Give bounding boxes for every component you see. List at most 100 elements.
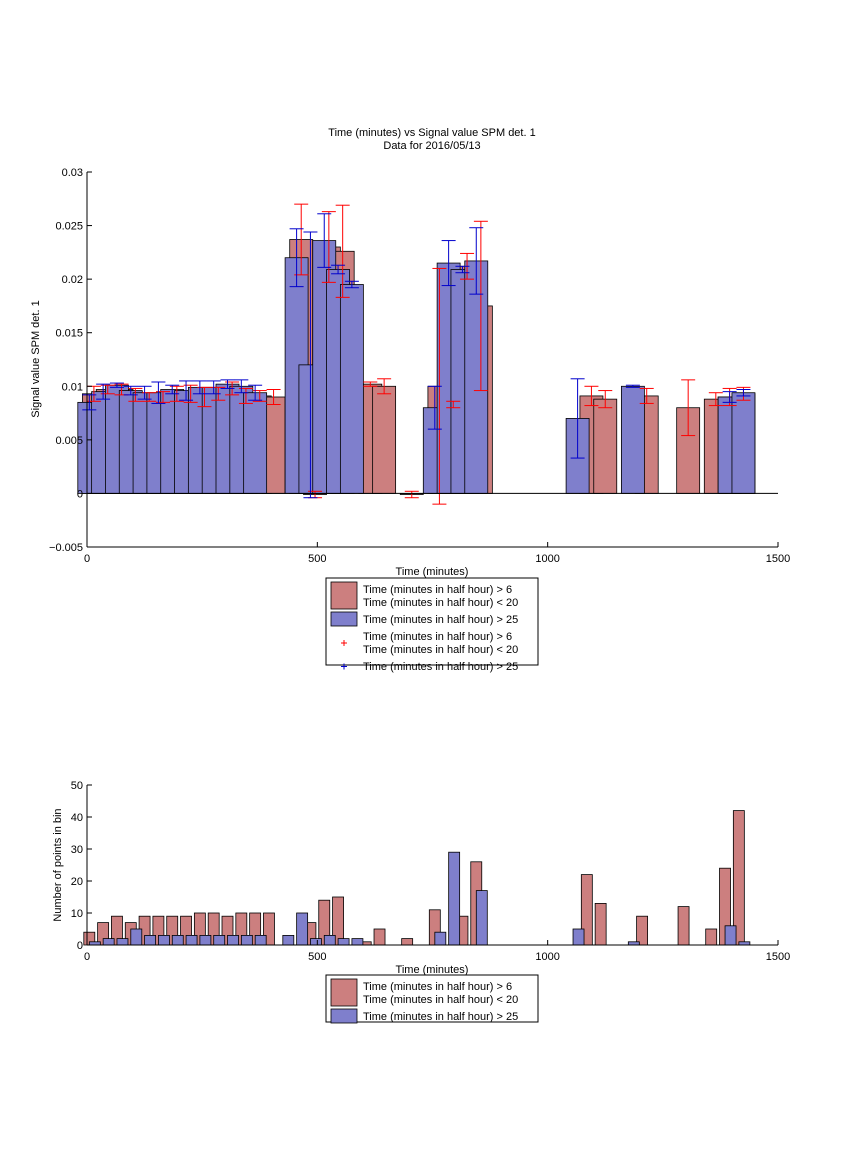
y-tick-label: 0.03 xyxy=(62,167,83,179)
bar-blue xyxy=(310,938,322,946)
bar-red xyxy=(594,903,607,946)
bar-blue xyxy=(448,851,461,946)
error-bar-blue xyxy=(303,231,318,499)
y-tick-label: 10 xyxy=(71,908,83,920)
error-bar-blue xyxy=(234,379,249,394)
bar-blue xyxy=(620,385,645,494)
legend-label: Time (minutes in half hour) < 20 xyxy=(363,597,518,609)
signal-axes: 0 500 1000 1500−0.00500.0050.010.0150.020.0… xyxy=(49,167,790,565)
bar-blue xyxy=(572,928,585,946)
error-bar-red xyxy=(266,389,281,405)
x-tick-label: 1000 xyxy=(535,553,559,565)
bar-blue xyxy=(296,912,309,946)
error-bar-blue xyxy=(165,384,180,395)
count-axes: 0 500 1000 1500 0 10 20 30 40 50 xyxy=(71,780,790,963)
error-bar-red xyxy=(708,392,723,407)
error-bar-blue xyxy=(625,384,640,388)
error-bar-blue xyxy=(344,280,359,289)
bar-blue xyxy=(475,890,488,946)
x-tick-label: 1000 xyxy=(535,951,559,963)
chart-title: Time (minutes) vs Signal value SPM det. … xyxy=(328,127,535,139)
bar-red xyxy=(636,915,649,946)
error-bar-blue xyxy=(570,378,585,459)
y-tick-label: 0 xyxy=(77,488,83,500)
legend-label: Time (minutes in half hour) > 6 xyxy=(363,584,512,596)
error-bar-red xyxy=(404,490,419,499)
x-axis-label: Time (minutes) xyxy=(396,964,469,976)
y-tick-label: 0.01 xyxy=(62,381,83,393)
bar-blue xyxy=(130,928,143,946)
bar-blue xyxy=(323,935,336,946)
error-bar-red xyxy=(335,204,350,298)
legend-label: Time (minutes in half hour) > 25 xyxy=(363,1011,518,1023)
error-bar-red xyxy=(681,379,696,437)
bar-blue xyxy=(102,938,115,946)
error-bar-red xyxy=(321,211,336,283)
bar-blue xyxy=(351,938,364,946)
x-tick-label: 0 xyxy=(84,553,90,565)
signal-error-bars xyxy=(82,203,751,505)
error-bar-blue xyxy=(427,385,442,430)
bar-blue xyxy=(254,935,267,946)
y-tick-label: 0.025 xyxy=(55,221,83,233)
error-bar-red xyxy=(446,400,461,409)
error-bar-blue xyxy=(220,379,235,389)
error-bar-red xyxy=(639,387,654,404)
error-bar-blue xyxy=(123,385,138,396)
legend-label: Time (minutes in half hour) > 25 xyxy=(363,614,518,626)
bar-blue xyxy=(434,931,447,946)
error-bar-red xyxy=(584,385,599,407)
bar-red xyxy=(732,810,745,946)
y-tick-label: −0.005 xyxy=(49,542,83,554)
bar-red xyxy=(705,928,718,946)
signal-chart: Time (minutes) vs Signal value SPM det. … xyxy=(30,127,790,673)
bar-red xyxy=(593,398,618,494)
y-tick-label: 20 xyxy=(71,876,83,888)
legend-marker-red xyxy=(341,640,347,646)
y-axis-label: Number of points in bin xyxy=(52,808,64,921)
bar-blue xyxy=(144,935,157,946)
bar-blue xyxy=(185,935,198,946)
bar-red xyxy=(372,385,397,494)
error-bar-blue xyxy=(137,385,152,400)
x-tick-label: 500 xyxy=(308,951,326,963)
bar-blue xyxy=(724,925,737,946)
x-tick-label: 1500 xyxy=(766,553,790,565)
error-bar-blue xyxy=(289,228,304,288)
y-tick-label: 0.005 xyxy=(55,435,83,447)
error-bar-red xyxy=(598,390,613,409)
error-bar-red xyxy=(473,220,488,392)
error-bar-blue xyxy=(331,264,346,275)
error-bar-blue xyxy=(109,382,124,388)
legend-box xyxy=(325,577,539,666)
bar-blue xyxy=(243,392,268,494)
bar-blue xyxy=(213,935,226,946)
count-chart: 0 500 1000 1500 0 10 20 30 40 50 Time (minutes) N… xyxy=(52,780,790,1024)
x-tick-label: 500 xyxy=(308,553,326,565)
y-tick-label: 30 xyxy=(71,844,83,856)
legend-label: Time (minutes in half hour) > 6 xyxy=(363,631,512,643)
legend-marker-blue xyxy=(341,663,347,670)
error-bar-blue xyxy=(192,380,207,395)
x-tick-label: 1500 xyxy=(766,951,790,963)
bar-blue xyxy=(227,935,239,946)
bar-red xyxy=(401,938,414,946)
bar-blue xyxy=(339,284,364,494)
bar-blue xyxy=(158,935,170,946)
y-tick-label: 0 xyxy=(77,940,83,952)
y-tick-label: 40 xyxy=(71,812,83,824)
error-bar-blue xyxy=(317,213,332,268)
legend-swatch-red xyxy=(330,978,358,1007)
bar-blue xyxy=(282,935,295,946)
legend-label: Time (minutes in half hour) > 25 xyxy=(363,661,518,673)
signal-bars xyxy=(77,239,756,495)
y-tick-label: 0.02 xyxy=(62,274,83,286)
bar-blue xyxy=(337,938,350,946)
legend-label: Time (minutes in half hour) < 20 xyxy=(363,644,518,656)
error-bar-blue xyxy=(206,380,221,395)
x-tick-label: 0 xyxy=(84,951,90,963)
y-tick-label: 0.015 xyxy=(55,328,83,340)
error-bar-red xyxy=(377,378,392,395)
legend-swatch-blue xyxy=(330,1008,358,1024)
